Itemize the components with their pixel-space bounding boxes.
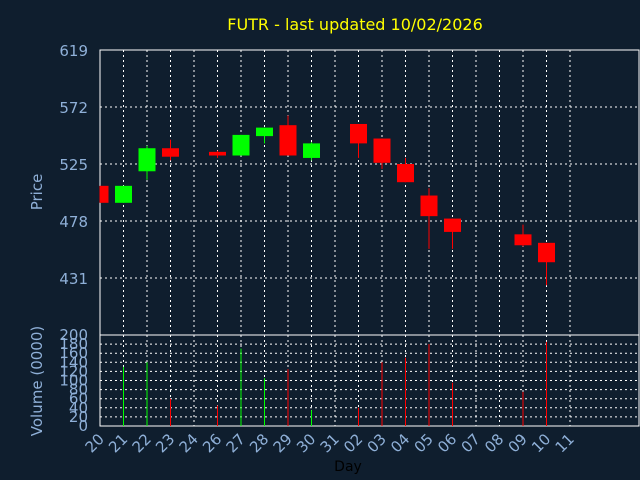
candle-body [100, 185, 109, 203]
candle-body [162, 148, 179, 157]
volume-tick-label: 160 [59, 344, 88, 362]
x-axis-label: Day [334, 459, 362, 475]
price-panel: 431 478 525 572 619 Price [28, 42, 640, 426]
candle-body [373, 138, 391, 163]
volume-tick-label: 100 [59, 372, 88, 390]
candle-body [397, 164, 414, 183]
price-tick-label: 478 [59, 213, 88, 231]
candle-body [138, 148, 156, 172]
candle-body [420, 195, 438, 217]
chart-title: FUTR - last updated 10/02/2026 [227, 15, 483, 34]
candle-body [232, 134, 250, 156]
candle-body [514, 234, 532, 246]
volume-tick-label: 120 [59, 362, 88, 380]
candle-body [115, 185, 132, 203]
candle-body [279, 125, 297, 156]
volume-tick-label: 200 [59, 326, 88, 344]
volume-tick-label: 80 [69, 381, 88, 399]
volume-axis-label: Volume (0000) [28, 326, 46, 436]
volume-tick-label: 180 [59, 335, 88, 353]
price-tick-label: 525 [59, 156, 88, 174]
volume-tick-label: 140 [59, 353, 88, 371]
price-tick-label: 431 [59, 270, 88, 288]
candle-body [538, 242, 555, 263]
price-tick-label: 572 [59, 99, 88, 117]
volume-tick-label: 40 [69, 399, 88, 417]
volume-tick-label: 0 [78, 417, 88, 435]
price-axis-label: Price [28, 174, 46, 211]
candle-body [303, 143, 320, 158]
price-tick-label: 619 [59, 42, 88, 60]
candle-body [350, 123, 367, 144]
volume-tick-label: 60 [69, 390, 88, 408]
candle-body [209, 151, 226, 156]
candle-body [444, 218, 461, 232]
volume-tick-label: 20 [69, 408, 88, 426]
candle-body [256, 127, 273, 137]
